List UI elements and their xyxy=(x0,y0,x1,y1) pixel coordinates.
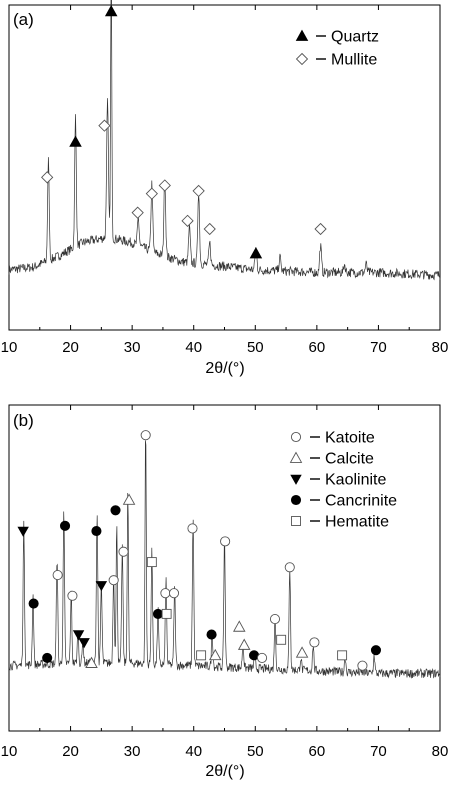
quartz-marker xyxy=(249,247,263,259)
xrd-trace-a xyxy=(8,0,441,281)
legend-label-cancrinite: Cancrinite xyxy=(325,493,397,510)
x-tick-label: 20 xyxy=(62,743,79,760)
katoite-marker xyxy=(187,523,198,534)
phase-markers-a xyxy=(41,4,327,259)
katoite-marker xyxy=(168,588,180,599)
quartz-marker xyxy=(104,4,118,17)
x-tick-label: 50 xyxy=(247,339,264,356)
cancrinite-marker xyxy=(206,629,217,640)
legend-label-quartz: Quartz xyxy=(331,29,379,46)
legend-hematite-marker xyxy=(291,516,301,526)
katoite-marker xyxy=(160,588,171,599)
legend-label-mullite: Mullite xyxy=(331,52,377,69)
cancrinite-marker xyxy=(152,608,164,619)
mullite-marker xyxy=(203,222,216,236)
calcite-marker xyxy=(85,656,98,668)
panel-label-b: (b) xyxy=(13,411,34,430)
legend-kaolinite-marker xyxy=(290,474,302,485)
x-tick-label: 10 xyxy=(1,743,18,760)
kaolinite-marker xyxy=(17,526,29,537)
panel-a: (a) 10 20 30 40 50 60 70 80 2θ/(°) Quartz Mullit… xyxy=(1,0,449,377)
calcite-marker xyxy=(208,648,222,661)
katoite-marker xyxy=(140,430,151,441)
hematite-marker xyxy=(196,650,207,661)
hematite-marker xyxy=(276,634,287,645)
hematite-marker xyxy=(161,608,172,619)
legend-b: Katoite Calcite Kaolinite Cancrinite Hematit… xyxy=(289,430,397,531)
panel-b: (b) 10 20 30 40 50 60 70 80 2θ/(°) Katoite Calci… xyxy=(1,404,449,780)
phase-markers-b xyxy=(17,430,382,671)
katoite-marker xyxy=(118,546,129,557)
mullite-marker xyxy=(158,179,171,192)
x-tick-label: 60 xyxy=(309,339,326,356)
legend-label-hematite: Hematite xyxy=(325,514,389,531)
x-tick-label: 20 xyxy=(62,339,79,356)
cancrinite-marker xyxy=(91,525,102,537)
mullite-marker xyxy=(145,187,158,200)
legend-quartz-marker xyxy=(295,29,309,41)
legend-label-kaolinite: Kaolinite xyxy=(325,472,386,489)
calcite-marker xyxy=(233,620,246,632)
cancrinite-marker xyxy=(110,505,121,516)
legend-mullite-marker xyxy=(295,52,309,66)
kaolinite-marker xyxy=(72,630,85,641)
katoite-marker xyxy=(357,660,368,671)
katoite-marker xyxy=(108,575,119,586)
kaolinite-marker xyxy=(95,581,108,592)
plot-frame-b xyxy=(8,404,441,732)
calcite-marker xyxy=(122,493,136,505)
hematite-marker xyxy=(337,650,348,661)
legend-label-calcite: Calcite xyxy=(325,451,374,468)
x-axis-label-b: 2θ/(°) xyxy=(205,763,244,780)
katoite-marker xyxy=(309,637,320,648)
panel-label-a: (a) xyxy=(13,10,34,29)
legend-katoite-marker xyxy=(290,431,302,443)
x-tick-label: 40 xyxy=(185,743,202,760)
x-tick-label: 60 xyxy=(309,743,326,760)
katoite-marker xyxy=(269,614,281,625)
x-tick-label: 50 xyxy=(247,743,264,760)
x-ticks-a: 10 20 30 40 50 60 70 80 xyxy=(1,5,449,356)
cancrinite-marker xyxy=(28,598,39,609)
mullite-marker xyxy=(192,184,205,198)
legend-calcite-marker xyxy=(289,451,303,463)
katoite-marker xyxy=(67,590,78,601)
x-axis-label-a: 2θ/(°) xyxy=(205,360,244,377)
legend-a: Quartz Mullite xyxy=(295,29,379,69)
katoite-marker xyxy=(284,562,295,573)
calcite-marker xyxy=(295,646,309,658)
katoite-marker xyxy=(257,652,268,663)
calcite-marker xyxy=(237,638,251,650)
mullite-marker xyxy=(131,206,144,219)
x-tick-label: 30 xyxy=(124,339,141,356)
katoite-marker xyxy=(52,569,63,581)
mullite-marker xyxy=(98,119,111,132)
kaolinite-marker xyxy=(78,638,90,649)
legend-cancrinite-marker xyxy=(290,494,302,506)
cancrinite-marker xyxy=(370,645,382,656)
quartz-marker xyxy=(69,135,82,147)
x-tick-label: 40 xyxy=(185,339,202,356)
mullite-marker xyxy=(314,222,327,236)
mullite-marker xyxy=(181,214,194,227)
x-tick-label: 70 xyxy=(370,339,387,356)
x-tick-label: 70 xyxy=(370,743,387,760)
x-ticks-b: 10 20 30 40 50 60 70 80 xyxy=(1,405,449,760)
cancrinite-marker xyxy=(42,652,53,663)
x-tick-label: 30 xyxy=(124,743,141,760)
x-tick-label: 80 xyxy=(432,743,449,760)
mullite-marker xyxy=(41,171,54,184)
x-tick-label: 80 xyxy=(432,339,449,356)
x-tick-label: 10 xyxy=(1,339,18,356)
legend-label-katoite: Katoite xyxy=(325,430,375,447)
katoite-marker xyxy=(220,536,231,547)
hematite-marker xyxy=(146,557,157,568)
cancrinite-marker xyxy=(59,520,71,531)
